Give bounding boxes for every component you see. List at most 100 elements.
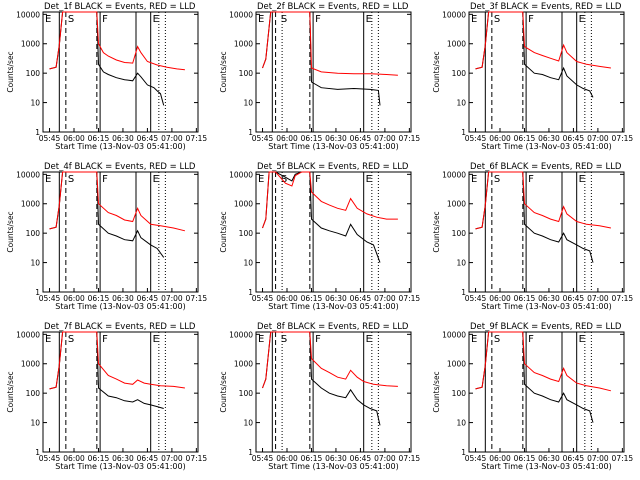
phase-letter: E xyxy=(45,14,51,25)
y-tick-label: 10000 xyxy=(442,330,466,339)
series-line-lld xyxy=(475,331,612,392)
plot-frame xyxy=(468,331,625,453)
y-tick-label: 10000 xyxy=(229,170,253,179)
phase-letter: F xyxy=(102,14,108,25)
series-line-events xyxy=(475,171,594,263)
x-tick-label: 05:45 xyxy=(39,134,61,143)
y-tick-label: 10 xyxy=(243,259,253,268)
series-line-lld xyxy=(475,11,611,70)
y-tick-label: 100 xyxy=(239,69,254,78)
plot-frame xyxy=(468,171,625,293)
y-tick-label: 100 xyxy=(239,389,254,398)
phase-letter: F xyxy=(102,334,108,345)
phase-letter: E xyxy=(258,14,264,25)
x-tick-label: 06:45 xyxy=(350,294,372,303)
y-tick-label: 1000 xyxy=(21,360,40,369)
x-tick-label: 06:15 xyxy=(301,134,323,143)
x-tick-label: 06:00 xyxy=(63,294,85,303)
series-line-events xyxy=(475,331,594,423)
phase-letter: F xyxy=(315,14,321,25)
x-tick-label: 05:45 xyxy=(39,454,61,463)
phase-letter: E xyxy=(579,334,585,345)
plot-frame xyxy=(255,171,412,293)
y-axis-label: Counts/sec xyxy=(432,371,441,412)
x-tick-label: 07:00 xyxy=(374,294,396,303)
y-tick-label: 10 xyxy=(456,259,466,268)
x-tick-label: 05:45 xyxy=(465,454,487,463)
x-tick-label: 07:15 xyxy=(612,294,634,303)
phase-letter: E xyxy=(366,14,372,25)
series-line-lld xyxy=(475,171,611,230)
plot-frame xyxy=(255,331,412,453)
phase-letter: S xyxy=(281,334,287,345)
phase-letter: F xyxy=(102,174,108,185)
x-tick-label: 06:15 xyxy=(514,294,536,303)
series-line-lld xyxy=(49,171,186,232)
chart-title: Det_8f BLACK = Events, RED = LLD xyxy=(257,322,409,332)
series-line-lld xyxy=(262,331,398,389)
y-tick-label: 10 xyxy=(456,99,466,108)
y-tick-label: 1000 xyxy=(447,360,466,369)
y-tick-label: 1000 xyxy=(21,40,40,49)
phase-letter: E xyxy=(471,174,477,185)
chart-panel-5: Det_5f BLACK = Events, RED = LLD 1 10 100 10… xyxy=(219,162,420,311)
phase-letter: S xyxy=(68,174,74,185)
y-tick-label: 10 xyxy=(456,419,466,428)
x-tick-label: 06:15 xyxy=(301,454,323,463)
x-tick-label: 06:15 xyxy=(514,454,536,463)
x-axis-label: Start Time (13-Nov-03 05:41:00) xyxy=(55,142,185,151)
x-axis-label: Start Time (13-Nov-03 05:41:00) xyxy=(55,302,185,311)
x-tick-label: 06:30 xyxy=(538,294,560,303)
x-tick-label: 05:45 xyxy=(252,134,274,143)
y-tick-label: 100 xyxy=(239,229,254,238)
x-tick-label: 07:15 xyxy=(612,134,634,143)
y-tick-label: 1000 xyxy=(234,200,253,209)
x-tick-label: 06:45 xyxy=(137,294,159,303)
x-tick-label: 07:15 xyxy=(399,454,421,463)
x-tick-label: 05:45 xyxy=(39,294,61,303)
phase-letter: F xyxy=(528,14,534,25)
x-tick-label: 06:15 xyxy=(514,134,536,143)
chart-title: Det_3f BLACK = Events, RED = LLD xyxy=(470,2,622,12)
x-tick-label: 07:00 xyxy=(161,454,183,463)
x-axis-label: Start Time (13-Nov-03 05:41:00) xyxy=(55,462,185,471)
y-tick-label: 10000 xyxy=(442,170,466,179)
x-tick-label: 06:15 xyxy=(301,294,323,303)
x-tick-label: 05:45 xyxy=(252,294,274,303)
x-axis-label: Start Time (13-Nov-03 05:41:00) xyxy=(481,302,611,311)
phase-letter: E xyxy=(471,14,477,25)
chart-title: Det_4f BLACK = Events, RED = LLD xyxy=(44,162,196,172)
x-tick-label: 07:00 xyxy=(587,454,609,463)
x-tick-label: 07:00 xyxy=(587,134,609,143)
x-tick-label: 06:45 xyxy=(563,454,585,463)
x-tick-label: 07:15 xyxy=(186,134,208,143)
y-tick-label: 10 xyxy=(30,419,40,428)
x-axis-label: Start Time (13-Nov-03 05:41:00) xyxy=(481,462,611,471)
y-tick-label: 10000 xyxy=(442,10,466,19)
x-tick-label: 06:00 xyxy=(276,294,298,303)
series-line-events xyxy=(262,171,381,263)
x-tick-label: 06:45 xyxy=(350,454,372,463)
series-line-events xyxy=(262,331,381,426)
x-tick-label: 06:00 xyxy=(276,134,298,143)
x-tick-label: 07:00 xyxy=(374,454,396,463)
phase-letter: E xyxy=(471,334,477,345)
phase-letter: S xyxy=(494,14,500,25)
y-axis-label: Counts/sec xyxy=(6,211,15,252)
chart-title: Det_6f BLACK = Events, RED = LLD xyxy=(470,162,622,172)
phase-letter: S xyxy=(494,334,500,345)
x-tick-label: 07:15 xyxy=(399,134,421,143)
y-tick-label: 100 xyxy=(452,229,467,238)
chart-panel-4: Det_4f BLACK = Events, RED = LLD 1 10 100 10… xyxy=(6,162,207,311)
series-line-lld xyxy=(49,331,185,390)
plot-frame xyxy=(42,171,199,293)
y-axis-label: Counts/sec xyxy=(219,371,228,412)
x-tick-label: 05:45 xyxy=(465,134,487,143)
y-tick-label: 10 xyxy=(243,419,253,428)
y-tick-label: 1000 xyxy=(21,200,40,209)
x-tick-label: 06:30 xyxy=(538,454,560,463)
y-tick-label: 10000 xyxy=(16,330,40,339)
x-axis-label: Start Time (13-Nov-03 05:41:00) xyxy=(481,142,611,151)
series-line-lld xyxy=(49,11,185,71)
y-tick-label: 1 xyxy=(461,448,466,457)
